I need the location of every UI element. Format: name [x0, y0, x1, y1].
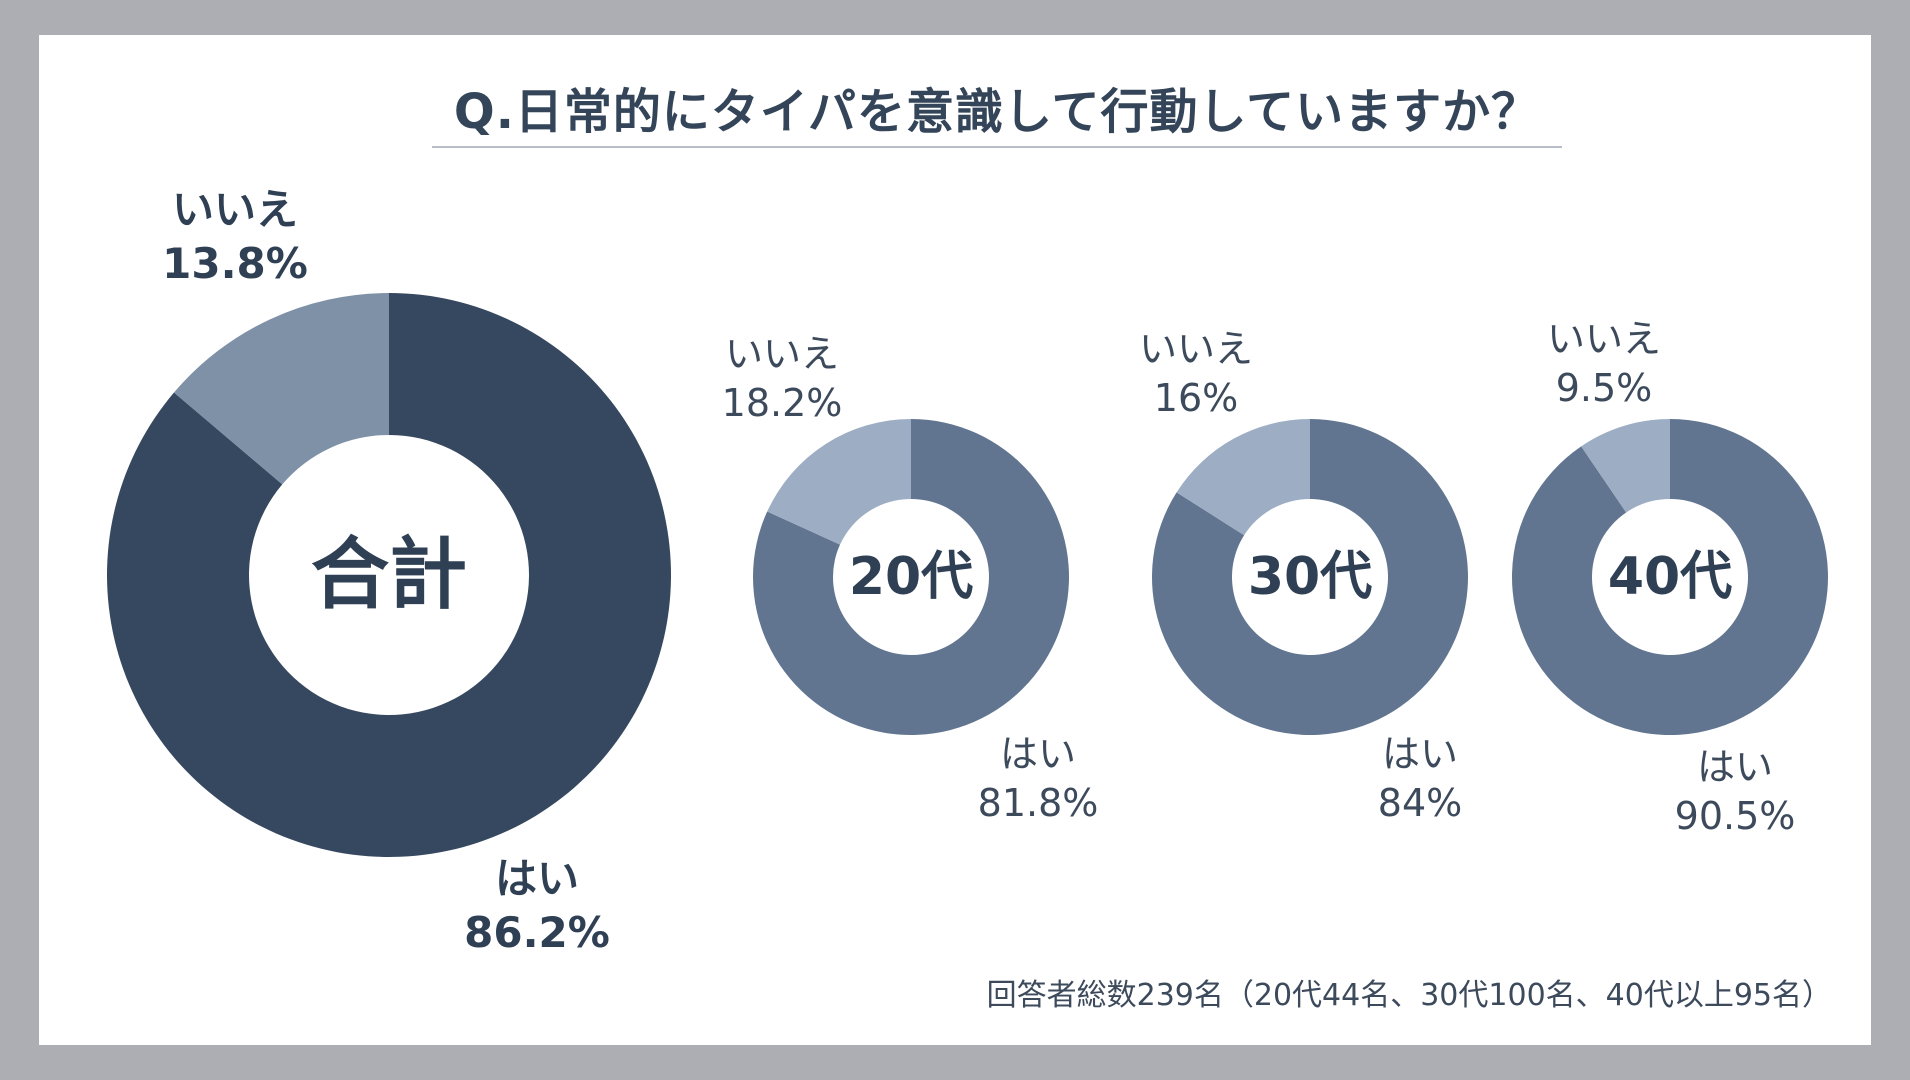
- label-20s-yes: はい 81.8%: [958, 730, 1118, 827]
- label-total-yes-name: はい: [494, 854, 579, 903]
- label-total-no-name: いいえ: [171, 185, 298, 234]
- label-20s-no-value: 18.2%: [721, 380, 843, 425]
- slice-40s-yes: [1511, 419, 1828, 735]
- label-20s-yes-value: 81.8%: [977, 780, 1099, 825]
- label-20s-no: いいえ 18.2%: [702, 330, 862, 427]
- label-total-yes: はい 86.2%: [452, 852, 622, 960]
- label-40s-no-name: いいえ: [1546, 317, 1661, 361]
- label-total-no-value: 13.8%: [162, 238, 308, 288]
- label-20s-no-name: いいえ: [724, 332, 839, 376]
- slice-20s-no: [767, 419, 911, 545]
- donut-30s: 30代: [1152, 419, 1469, 736]
- slice-20s-yes: [753, 419, 1069, 736]
- label-total-no: いいえ 13.8%: [150, 183, 320, 291]
- label-30s-yes-name: はい: [1381, 732, 1458, 776]
- chart-title: Q.日常的にタイパを意識して行動していますか？: [453, 84, 1541, 140]
- title-divider: [432, 146, 1562, 148]
- donut-40s: 40代: [1511, 419, 1828, 735]
- label-40s-yes-name: はい: [1696, 745, 1773, 789]
- center-label-20s: 20代: [849, 547, 973, 607]
- label-40s-yes: はい 90.5%: [1655, 743, 1815, 840]
- label-40s-yes-value: 90.5%: [1674, 793, 1796, 838]
- donut-total: 合計: [106, 293, 671, 857]
- label-20s-yes-name: はい: [999, 732, 1076, 776]
- center-label-total: 合計: [311, 530, 467, 620]
- label-40s-no-value: 9.5%: [1555, 365, 1653, 410]
- slice-40s-no: [1581, 419, 1670, 513]
- respondent-footnote: 回答者総数239名（20代44名、30代100名、40代以上95名）: [986, 978, 1832, 1013]
- label-30s-yes: はい 84%: [1340, 730, 1500, 827]
- label-30s-no-value: 16%: [1153, 375, 1239, 420]
- slice-total-no: [173, 293, 389, 485]
- label-40s-no: いいえ 9.5%: [1524, 315, 1684, 412]
- center-label-40s: 40代: [1608, 547, 1732, 607]
- label-total-yes-value: 86.2%: [464, 907, 610, 957]
- slice-30s-yes: [1152, 419, 1469, 736]
- center-label-30s: 30代: [1248, 547, 1372, 607]
- label-30s-no-name: いいえ: [1138, 327, 1253, 371]
- label-30s-yes-value: 84%: [1377, 780, 1463, 825]
- label-30s-no: いいえ 16%: [1116, 325, 1276, 422]
- donut-20s: 20代: [753, 419, 1069, 736]
- slice-total-yes: [106, 293, 671, 857]
- slice-30s-no: [1176, 419, 1310, 536]
